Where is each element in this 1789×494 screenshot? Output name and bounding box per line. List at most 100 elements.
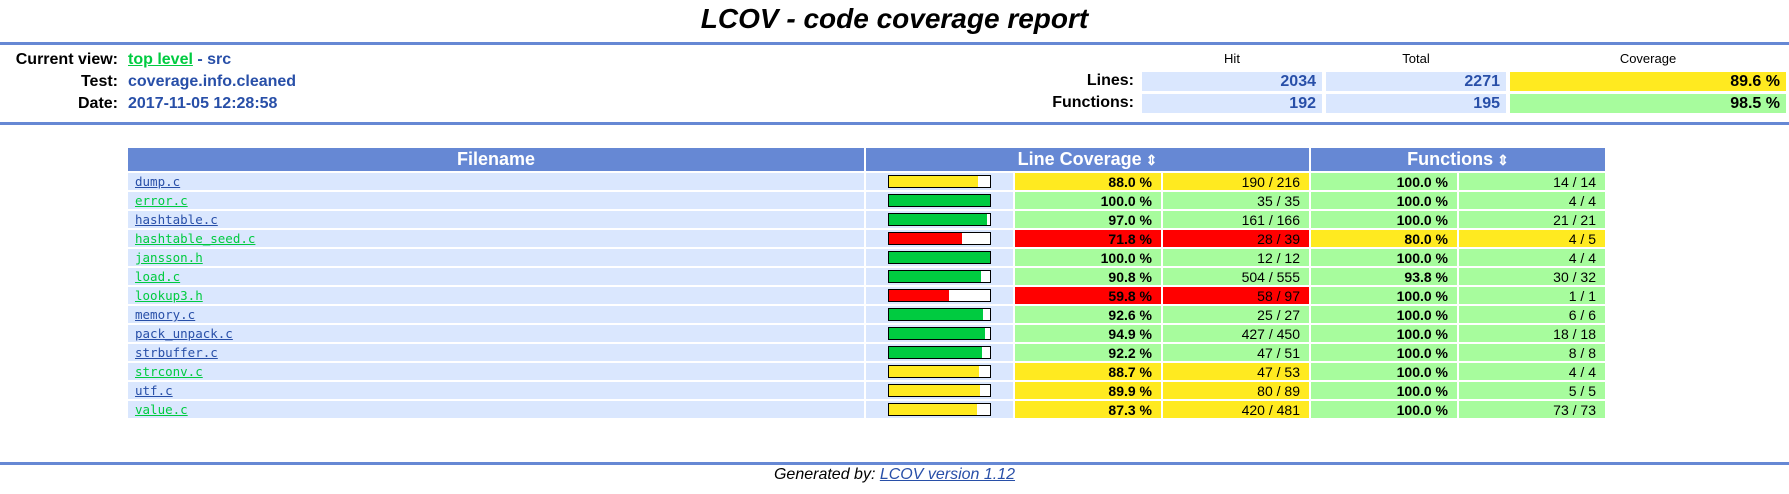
col-total-header: Total (1402, 51, 1430, 66)
file-link[interactable]: jansson.h (135, 250, 203, 265)
current-view-dir: src (207, 51, 232, 68)
file-link[interactable]: hashtable.c (135, 212, 218, 227)
current-view-label: Current view: (15, 51, 118, 68)
line-coverage-percent: 71.8 % (1015, 230, 1161, 247)
coverage-bar-cell (866, 287, 1013, 304)
table-row: hashtable_seed.c 71.8 % 28 / 39 80.0 % 4 / 5 (128, 230, 1605, 247)
coverage-bar (888, 327, 991, 340)
top-level-link[interactable]: top level (128, 51, 193, 68)
line-coverage-count: 47 / 51 (1163, 344, 1309, 361)
function-coverage-percent: 93.8 % (1311, 268, 1457, 285)
coverage-bar-cell (866, 306, 1013, 323)
coverage-bar (888, 346, 991, 359)
coverage-bar (888, 365, 991, 378)
coverage-bar (888, 232, 991, 245)
file-link[interactable]: strbuffer.c (135, 345, 218, 360)
coverage-bar-fill (889, 366, 979, 377)
line-coverage-count: 80 / 89 (1163, 382, 1309, 399)
line-coverage-percent: 89.9 % (1015, 382, 1161, 399)
footer-rule (0, 462, 1789, 465)
coverage-bar-cell (866, 401, 1013, 418)
sort-icon[interactable]: ⇕ (1145, 152, 1158, 168)
function-coverage-count: 21 / 21 (1459, 211, 1605, 228)
header-rule-bottom (0, 122, 1789, 125)
filename-header[interactable]: Filename (128, 148, 864, 171)
coverage-table: Filename Line Coverage ⇕ Functions ⇕ dump.… (126, 146, 1607, 420)
footer: Generated by: LCOV version 1.12 (0, 466, 1789, 484)
filename-cell: hashtable_seed.c (128, 230, 864, 247)
footer-prefix: Generated by: (773, 466, 880, 483)
coverage-bar (888, 175, 991, 188)
functions-hit: 192 (1142, 94, 1322, 113)
function-coverage-percent: 100.0 % (1311, 382, 1457, 399)
summary-header: Current view: top level - src Test: cove… (0, 45, 1789, 122)
function-coverage-percent: 100.0 % (1311, 192, 1457, 209)
line-coverage-percent: 88.0 % (1015, 173, 1161, 190)
function-coverage-count: 6 / 6 (1459, 306, 1605, 323)
file-link[interactable]: dump.c (135, 174, 181, 189)
test-label: Test: (80, 73, 118, 90)
function-coverage-count: 4 / 4 (1459, 363, 1605, 380)
coverage-bar-fill (889, 347, 983, 358)
function-coverage-count: 4 / 4 (1459, 192, 1605, 209)
coverage-bar-cell (866, 268, 1013, 285)
coverage-bar-fill (889, 328, 985, 339)
functions-total: 195 (1326, 94, 1506, 113)
header-rule-top (0, 42, 1789, 45)
function-coverage-percent: 100.0 % (1311, 401, 1457, 418)
line-coverage-count: 504 / 555 (1163, 268, 1309, 285)
file-link[interactable]: pack_unpack.c (135, 326, 233, 341)
function-coverage-percent: 100.0 % (1311, 173, 1457, 190)
coverage-bar-cell (866, 192, 1013, 209)
table-row: strbuffer.c 92.2 % 47 / 51 100.0 % 8 / 8 (128, 344, 1605, 361)
col-hit-header: Hit (1224, 51, 1240, 66)
lines-coverage: 89.6 % (1510, 72, 1786, 91)
line-coverage-percent: 92.6 % (1015, 306, 1161, 323)
line-coverage-count: 190 / 216 (1163, 173, 1309, 190)
file-link[interactable]: memory.c (135, 307, 196, 322)
file-link[interactable]: load.c (135, 269, 181, 284)
current-view-separator: - (192, 51, 208, 68)
filename-cell: dump.c (128, 173, 864, 190)
coverage-bar-cell (866, 230, 1013, 247)
line-coverage-percent: 87.3 % (1015, 401, 1161, 418)
coverage-bar-cell (866, 211, 1013, 228)
coverage-bar (888, 194, 991, 207)
table-row: error.c 100.0 % 35 / 35 100.0 % 4 / 4 (128, 192, 1605, 209)
filename-cell: pack_unpack.c (128, 325, 864, 342)
file-link[interactable]: strconv.c (135, 364, 203, 379)
file-link[interactable]: hashtable_seed.c (135, 231, 256, 246)
file-link[interactable]: lookup3.h (135, 288, 203, 303)
file-link[interactable]: utf.c (135, 383, 173, 398)
functions-header[interactable]: Functions ⇕ (1311, 148, 1605, 171)
lines-hit: 2034 (1142, 72, 1322, 91)
function-coverage-count: 14 / 14 (1459, 173, 1605, 190)
file-link[interactable]: error.c (135, 193, 188, 208)
line-coverage-percent: 88.7 % (1015, 363, 1161, 380)
function-coverage-count: 4 / 4 (1459, 249, 1605, 266)
table-row: strconv.c 88.7 % 47 / 53 100.0 % 4 / 4 (128, 363, 1605, 380)
function-coverage-count: 18 / 18 (1459, 325, 1605, 342)
coverage-bar-cell (866, 325, 1013, 342)
coverage-bar-fill (889, 404, 978, 415)
function-coverage-count: 73 / 73 (1459, 401, 1605, 418)
col-coverage-header: Coverage (1619, 51, 1677, 66)
coverage-bar (888, 308, 991, 321)
table-row: memory.c 92.6 % 25 / 27 100.0 % 6 / 6 (128, 306, 1605, 323)
function-coverage-count: 1 / 1 (1459, 287, 1605, 304)
line-coverage-header[interactable]: Line Coverage ⇕ (866, 148, 1309, 171)
table-row: utf.c 89.9 % 80 / 89 100.0 % 5 / 5 (128, 382, 1605, 399)
sort-icon[interactable]: ⇕ (1497, 152, 1509, 168)
function-coverage-count: 30 / 32 (1459, 268, 1605, 285)
line-coverage-percent: 59.8 % (1015, 287, 1161, 304)
coverage-bar-fill (889, 195, 990, 206)
lcov-version-link[interactable]: LCOV version 1.12 (879, 466, 1016, 483)
filename-cell: error.c (128, 192, 864, 209)
date-label: Date: (77, 95, 118, 112)
file-link[interactable]: value.c (135, 402, 188, 417)
coverage-bar-fill (889, 233, 962, 244)
coverage-bar (888, 270, 991, 283)
line-coverage-count: 58 / 97 (1163, 287, 1309, 304)
line-coverage-count: 35 / 35 (1163, 192, 1309, 209)
function-coverage-count: 8 / 8 (1459, 344, 1605, 361)
